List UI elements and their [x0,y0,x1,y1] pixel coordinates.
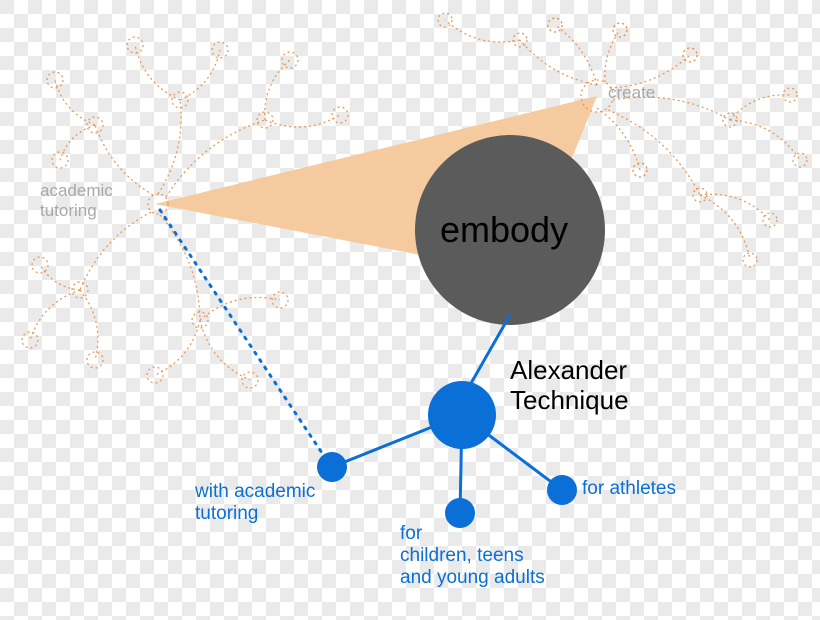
embody-label: embody [440,209,568,250]
diagram-stage: embody create academic tutoring Alexande… [0,0,820,620]
alexander-technique-label: Alexander Technique [510,356,629,416]
for-athletes-label: for athletes [582,478,676,500]
alexander-child-node [317,452,347,482]
alexander-node [428,381,496,449]
for-children-label: for children, teens and young adults [400,523,545,589]
create-label: create [608,83,655,103]
edge-embody-alexander [470,315,510,385]
academic-tutoring-label: academic tutoring [40,181,113,220]
dashed-link-academic [160,210,330,465]
alexander-child-node [547,475,577,505]
with-academic-tutoring-label: with academic tutoring [195,481,315,525]
